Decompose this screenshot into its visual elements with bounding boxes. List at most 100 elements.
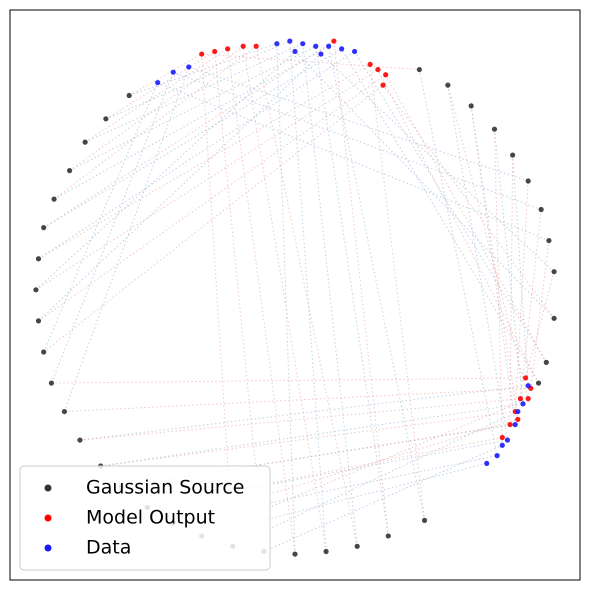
legend-marker [44, 514, 52, 522]
point [323, 548, 329, 555]
trajectory [418, 69, 498, 456]
trajectory [385, 74, 547, 363]
trajectory [276, 43, 296, 555]
point [287, 38, 293, 44]
point [292, 551, 298, 557]
trajectory [242, 46, 327, 552]
point [515, 416, 521, 422]
trajectory [377, 69, 539, 384]
trajectory [369, 64, 426, 521]
trajectory [50, 71, 174, 384]
point [253, 43, 259, 49]
point [543, 359, 549, 365]
point [351, 48, 358, 55]
legend-label: Model Output [86, 507, 215, 529]
point [300, 41, 306, 47]
trajectory [232, 411, 519, 547]
point [517, 396, 524, 402]
trajectory [173, 71, 542, 210]
point [546, 237, 552, 244]
point [51, 196, 57, 202]
point [383, 72, 389, 78]
trajectory [38, 51, 355, 260]
trajectory [333, 41, 389, 537]
trajectory [294, 51, 555, 319]
trajectory [302, 43, 358, 547]
trajectory [38, 74, 386, 322]
legend: Gaussian Source Model Output Data [19, 465, 271, 571]
point [103, 116, 109, 122]
trajectory [263, 444, 503, 552]
point [155, 79, 161, 86]
point [380, 82, 386, 88]
trajectory [43, 82, 159, 353]
trajectory [64, 387, 531, 413]
legend-label: Gaussian Source [86, 477, 244, 499]
trajectory [63, 66, 190, 412]
point [313, 43, 319, 49]
plot-frame [9, 9, 581, 581]
point [61, 408, 68, 415]
point [538, 206, 544, 213]
trajectory [509, 155, 514, 425]
point [41, 349, 47, 355]
legend-label: Data [86, 537, 131, 559]
point [535, 380, 542, 386]
trajectory [201, 53, 420, 71]
point [520, 401, 526, 407]
trajectory [38, 63, 371, 260]
point [292, 48, 298, 55]
point [491, 126, 498, 132]
trajectory [79, 398, 521, 441]
point [468, 103, 474, 109]
point [504, 437, 511, 443]
trajectory [255, 46, 358, 547]
point [512, 421, 518, 428]
point [35, 256, 42, 262]
trajectory [530, 240, 550, 389]
point [240, 43, 246, 49]
trajectory [79, 385, 529, 441]
point [199, 51, 205, 57]
legend-box [19, 465, 271, 571]
trajectory [447, 85, 529, 399]
point [499, 434, 505, 441]
point [318, 51, 324, 57]
point [170, 69, 176, 75]
trajectory [43, 84, 384, 353]
trajectory [84, 43, 303, 143]
trajectory [341, 48, 539, 384]
point [385, 533, 391, 539]
trajectory [289, 41, 327, 552]
point [375, 66, 381, 73]
trajectory [525, 271, 555, 379]
point [445, 82, 451, 88]
trajectory [121, 424, 511, 488]
trajectory [354, 51, 547, 363]
point [551, 315, 557, 321]
point [82, 139, 88, 145]
point [367, 61, 373, 68]
point [525, 178, 531, 184]
point [326, 43, 332, 49]
trajectory [447, 85, 508, 441]
point [484, 460, 490, 467]
legend-marker [44, 484, 52, 492]
trajectory [494, 129, 503, 438]
trajectory [35, 51, 296, 291]
trajectory [100, 411, 516, 467]
trajectory [328, 46, 426, 521]
point [515, 408, 521, 415]
point [339, 46, 345, 52]
point [551, 269, 557, 275]
trajectory [105, 40, 291, 120]
trajectory [38, 53, 322, 322]
point [525, 383, 531, 389]
point [416, 66, 422, 73]
point [331, 38, 337, 44]
trajectory [129, 43, 278, 96]
point [494, 453, 500, 459]
point [354, 543, 360, 549]
point [66, 168, 73, 174]
